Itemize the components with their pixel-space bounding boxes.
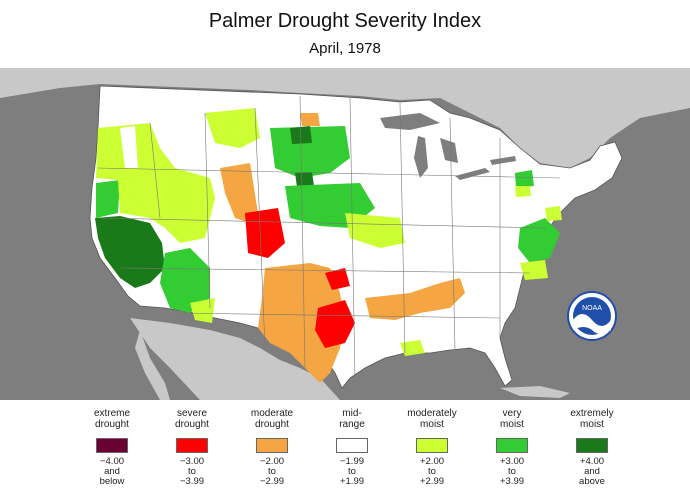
legend-range-1: −1.99 <box>339 456 365 467</box>
drought-map: NOAA National Climatic Data Center <box>0 68 690 425</box>
lake-superior <box>380 113 440 130</box>
legend-label-line1: moderate <box>250 408 294 419</box>
legend-range-2: to <box>268 466 276 477</box>
state-borders <box>97 95 561 379</box>
region-moderate-drought-wy <box>220 163 258 223</box>
legend-range-1: −2.00 <box>259 456 285 467</box>
legend-label-line2: moist <box>580 419 604 430</box>
legend-range-2: to <box>508 466 516 477</box>
legend-range-1: −3.00 <box>179 456 205 467</box>
map-title: Palmer Drought Severity Index <box>208 10 482 32</box>
legend-label-line2: drought <box>95 419 129 430</box>
legend-item-severe-drought: severe drought −3.00 to −3.99 <box>157 408 227 487</box>
region-very-moist-dakotas <box>270 126 350 178</box>
legend-range-3: +1.99 <box>339 476 365 487</box>
legend-item-very-moist: very moist +3.00 to +3.99 <box>477 408 547 487</box>
region-severe-drought-central-tx <box>315 300 355 348</box>
lake-huron <box>440 138 458 163</box>
baja-peninsula <box>135 330 170 400</box>
legend-swatch <box>96 438 128 453</box>
region-moderately-moist-la <box>400 340 425 356</box>
canada-land <box>0 68 690 168</box>
map-subtitle: April, 1978 <box>309 40 381 57</box>
region-moderately-moist-mt <box>205 108 260 148</box>
legend-label-line2: drought <box>255 419 289 430</box>
legend-range-2: and <box>104 466 120 477</box>
lake-ontario <box>490 156 516 165</box>
legend-range-1: −4.00 <box>99 456 125 467</box>
legend-label-line2: range <box>339 419 365 430</box>
legend-item-moderately-moist: moderately moist +2.00 to +2.99 <box>397 408 467 487</box>
legend-range-1: +4.00 <box>579 456 605 467</box>
region-moderately-moist-az-south <box>190 298 215 323</box>
region-moderate-drought-south <box>365 278 465 320</box>
legend-label-line1: severe <box>176 408 207 419</box>
legend-item-moderate-drought: moderate drought −2.00 to −2.99 <box>237 408 307 487</box>
legend-swatch <box>336 438 368 453</box>
legend-label-line1: extremely <box>570 408 614 419</box>
region-very-moist-pa <box>515 170 534 188</box>
legend-item-mid-range: mid-range −1.99 to +1.99 <box>317 408 387 487</box>
region-severe-drought-colorado <box>245 208 285 258</box>
region-moderate-drought-texas <box>258 263 345 383</box>
legend-range-3: −3.99 <box>179 476 205 487</box>
legend-range-1: +2.00 <box>419 456 445 467</box>
legend-label-line1: extreme <box>93 408 131 419</box>
legend-range-2: and <box>584 466 600 477</box>
legend-range-1: +3.00 <box>499 456 525 467</box>
region-extremely-moist-california <box>95 216 165 288</box>
legend-label-line1: mid- <box>342 408 362 419</box>
region-moderately-moist-ia <box>345 213 405 248</box>
legend-label-line1: moderately <box>407 408 457 419</box>
region-very-moist-arizona <box>160 248 210 313</box>
legend-label-line2: drought <box>175 419 209 430</box>
us-map-svg: NOAA <box>0 68 690 400</box>
legend-swatch <box>496 438 528 453</box>
legend: extreme drought −4.00 and below severe droug… <box>0 408 690 488</box>
region-moderately-moist-nc <box>520 260 548 280</box>
legend-swatch <box>416 438 448 453</box>
region-very-moist-nw <box>96 180 120 218</box>
region-moderate-drought-nd-north <box>300 113 320 126</box>
legend-label-line2: moist <box>500 419 524 430</box>
legend-range-3: below <box>99 476 125 487</box>
legend-item-extremely-moist: extremely moist +4.00 and above <box>557 408 627 487</box>
cuba <box>500 386 570 398</box>
legend-label-line2: moist <box>420 419 444 430</box>
legend-range-3: above <box>579 476 605 487</box>
region-moderately-moist-de <box>545 206 562 221</box>
legend-swatch <box>576 438 608 453</box>
legend-label-line1: very <box>502 408 522 419</box>
noaa-logo-text: NOAA <box>582 305 602 312</box>
region-moderately-moist-pa-south <box>515 186 531 197</box>
region-severe-drought-ok <box>325 268 350 290</box>
region-extremely-moist-sd <box>295 172 314 187</box>
legend-item-extreme-drought: extreme drought −4.00 and below <box>77 408 147 487</box>
legend-range-2: to <box>188 466 196 477</box>
credit-text: National Climatic Data Center <box>532 413 684 425</box>
legend-range-3: −2.99 <box>259 476 285 487</box>
noaa-logo: NOAA <box>567 291 617 341</box>
legend-range-2: to <box>348 466 356 477</box>
region-very-moist-va <box>518 218 560 263</box>
legend-swatch <box>256 438 288 453</box>
region-midrange-or <box>120 126 138 168</box>
legend-range-2: to <box>428 466 436 477</box>
legend-swatch <box>176 438 208 453</box>
legend-range-3: +3.99 <box>499 476 525 487</box>
lake-michigan <box>414 136 428 178</box>
lake-erie <box>455 168 490 180</box>
legend-range-3: +2.99 <box>419 476 445 487</box>
mexico-land <box>130 318 340 400</box>
